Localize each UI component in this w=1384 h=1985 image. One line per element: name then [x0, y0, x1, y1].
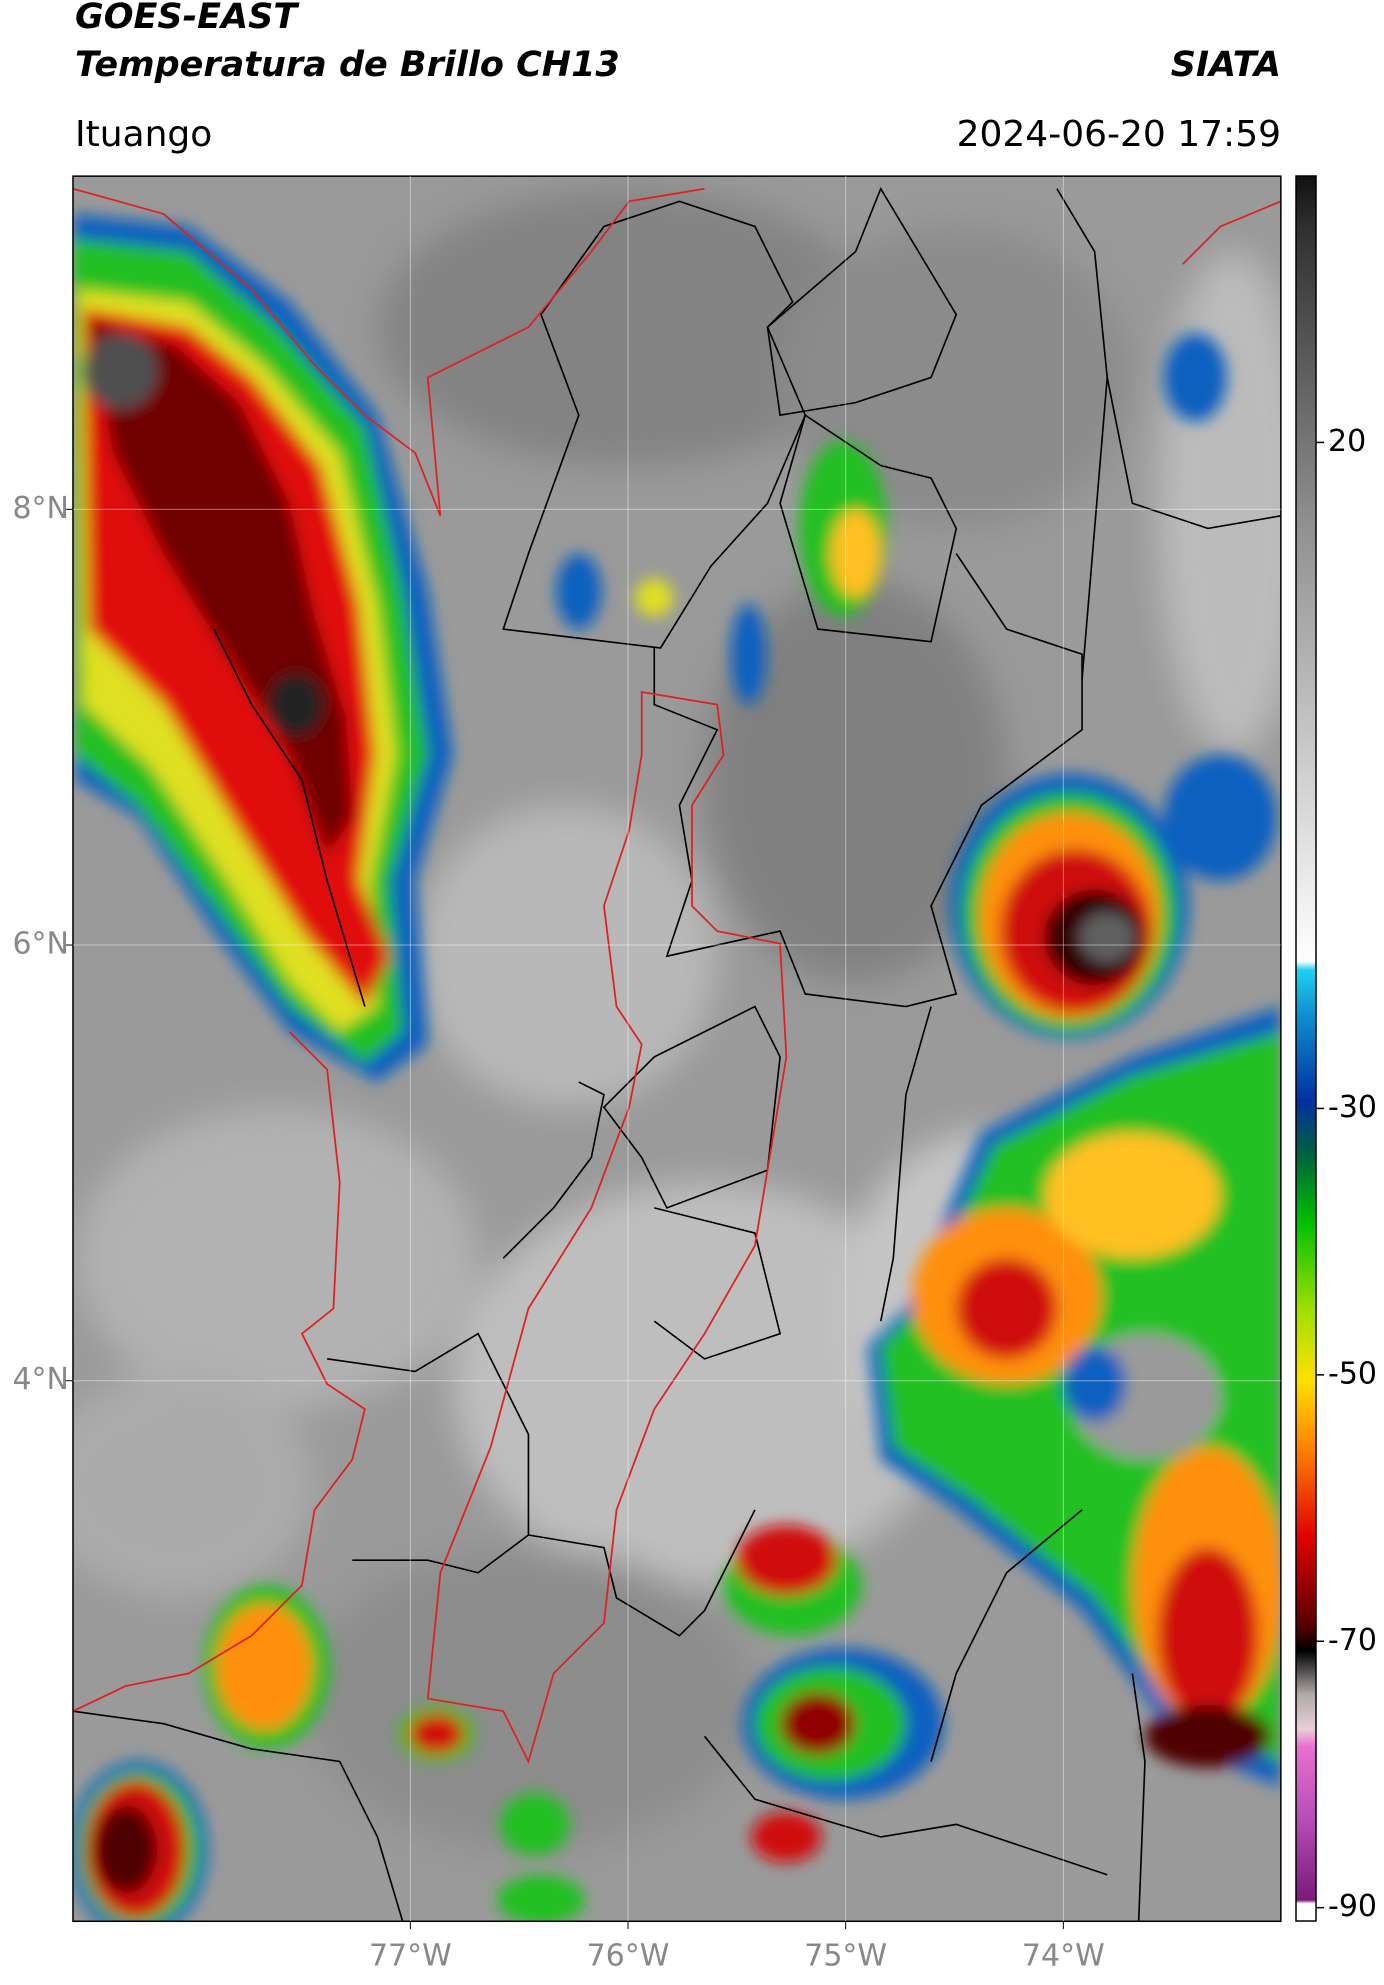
colorbar-tick-label: -90	[1328, 1889, 1377, 1924]
title: GOES-EAST	[75, 0, 300, 37]
lon-tick-label: 75°W	[804, 1939, 887, 1974]
map-frame	[72, 175, 1282, 1923]
lat-tick-label: 4°N	[12, 1362, 69, 1397]
datetime: 2024-06-20 17:59	[957, 114, 1281, 155]
location: Ituango	[75, 114, 212, 155]
lon-tick-label: 76°W	[587, 1939, 670, 1974]
colorbar-tick-label: -70	[1328, 1623, 1377, 1658]
colorbar-tick-label: -30	[1328, 1090, 1377, 1125]
brand: SIATA	[1171, 45, 1281, 85]
imagery	[72, 176, 1281, 1922]
lon-tick-label: 77°W	[369, 1939, 452, 1974]
lat-tick-label: 6°N	[12, 927, 69, 962]
colorbar-tick-label: -50	[1328, 1356, 1377, 1391]
colorbar	[1295, 175, 1317, 1922]
subtitle: Temperatura de Brillo CH13	[75, 45, 620, 85]
colorbar-tick-label: 20	[1328, 424, 1366, 459]
map-layer	[72, 175, 1282, 1923]
lon-tick-label: 74°W	[1022, 1939, 1105, 1974]
lat-tick-label: 8°N	[12, 491, 69, 526]
